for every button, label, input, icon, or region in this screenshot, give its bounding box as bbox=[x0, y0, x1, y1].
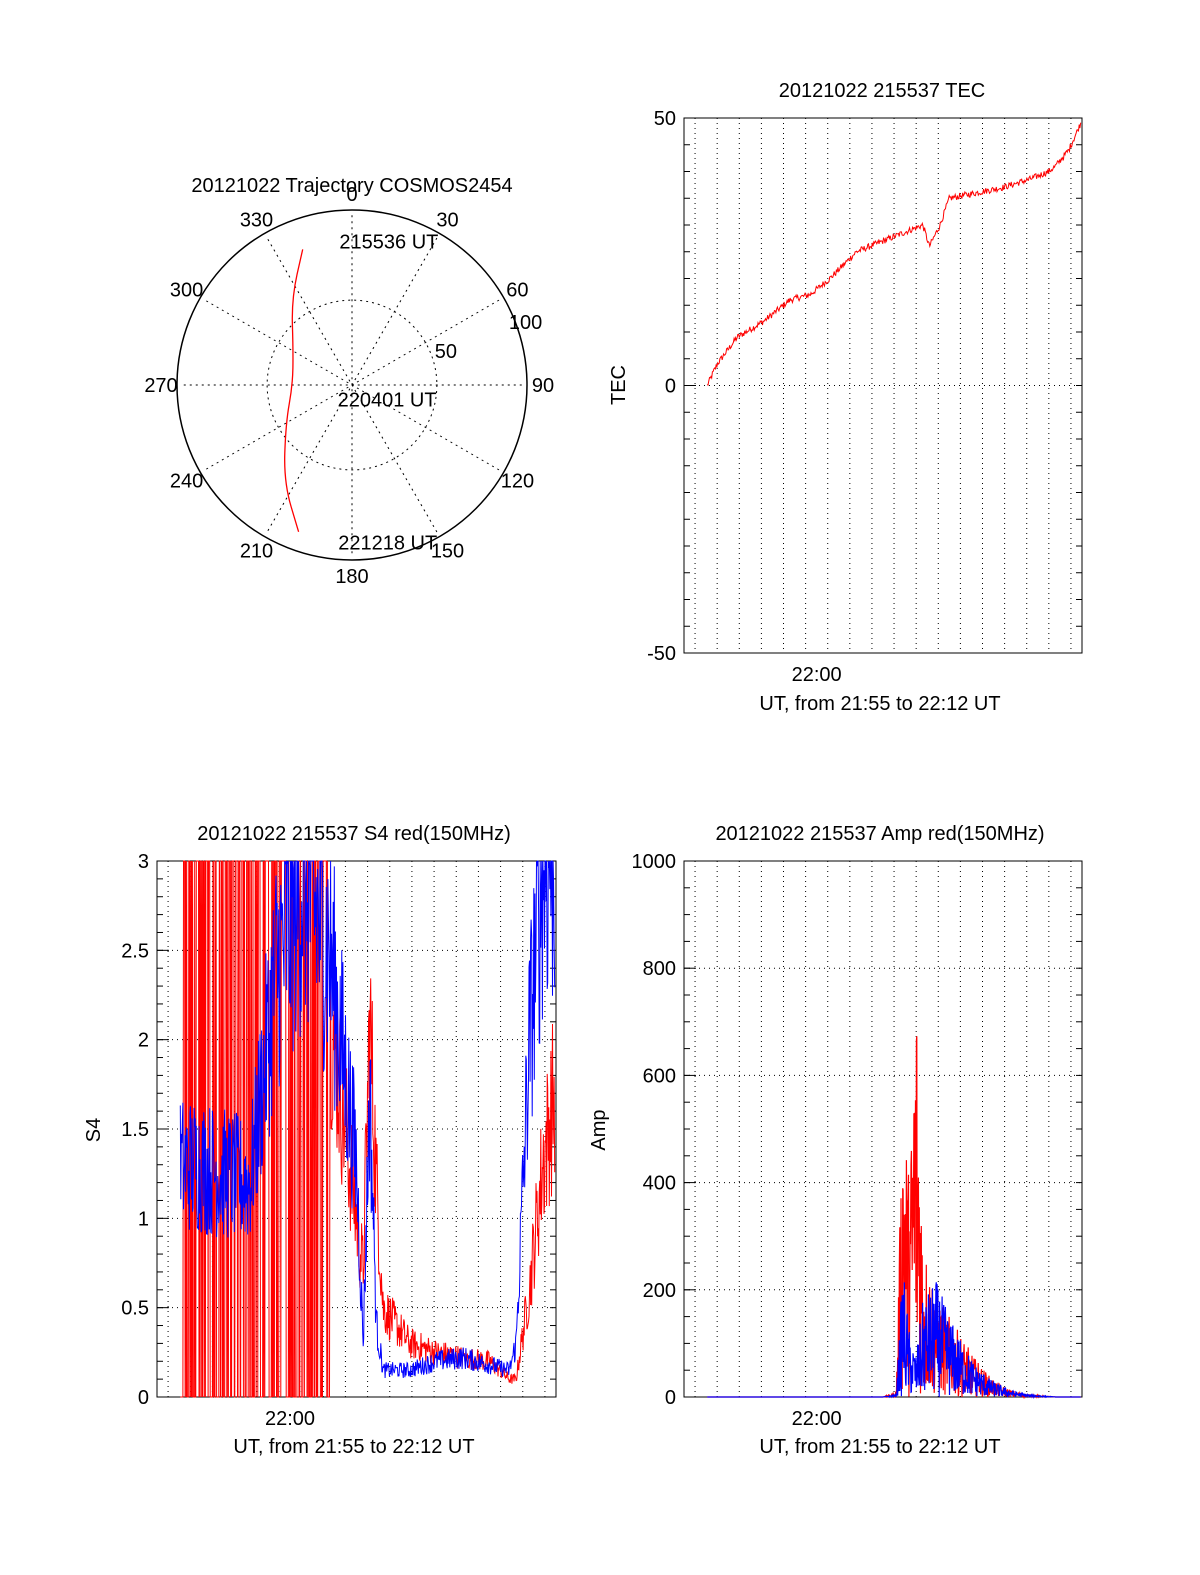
polar-ring-labels: 50 100 bbox=[435, 312, 543, 363]
amp-ytick-label: 600 bbox=[643, 1065, 676, 1087]
polar-time-annotation: 221218 UT bbox=[338, 532, 437, 554]
polar-ring-label: 100 bbox=[509, 312, 542, 334]
s4-ytick-label: 0.5 bbox=[121, 1298, 149, 1320]
tec-series bbox=[706, 122, 1082, 386]
amp-xlabel: UT, from 21:55 to 22:12 UT bbox=[759, 1436, 1000, 1458]
s4-ytick-label: 3 bbox=[138, 851, 149, 873]
amp-ytick-label: 800 bbox=[643, 958, 676, 980]
amp-ytick-label: 400 bbox=[643, 1173, 676, 1195]
amp-ticks: 0 200 400 600 800 1000 22:00 bbox=[632, 851, 1082, 1430]
polar-time-annotation: 220401 UT bbox=[338, 389, 437, 411]
s4-ylabel: S4 bbox=[83, 1118, 105, 1142]
polar-trajectory-series bbox=[284, 249, 304, 532]
amp-ytick-label: 1000 bbox=[632, 851, 677, 873]
polar-azimuth-label: 60 bbox=[506, 280, 528, 302]
s4-ytick-label: 2.5 bbox=[121, 940, 149, 962]
s4-ytick-label: 0 bbox=[138, 1387, 149, 1409]
amp-title: 20121022 215537 Amp red(150MHz) bbox=[715, 823, 1044, 845]
polar-time-annotation: 215536 UT bbox=[339, 231, 438, 253]
trajectory-title: 20121022 Trajectory COSMOS2454 bbox=[191, 175, 512, 197]
amp-panel: 20121022 215537 Amp red(150MHz) 0 200 400 6… bbox=[588, 823, 1083, 1458]
tec-line bbox=[706, 122, 1082, 386]
polar-azimuth-label: 300 bbox=[170, 280, 203, 302]
polar-outer-circle bbox=[176, 209, 528, 561]
tec-ytick-label: 50 bbox=[654, 108, 676, 130]
tec-ticks: -50 0 50 22:00 bbox=[647, 108, 1082, 686]
amp-ytick-label: 0 bbox=[665, 1387, 676, 1409]
polar-azimuth-labels: 0 30 60 90 120 150 180 210 240 270 300 330 bbox=[144, 184, 554, 588]
polar-azimuth-label: 210 bbox=[240, 540, 273, 562]
s4-series bbox=[179, 860, 556, 1398]
s4-ytick-label: 1.5 bbox=[121, 1119, 149, 1141]
polar-azimuth-label: 90 bbox=[532, 375, 554, 397]
tec-grid bbox=[684, 117, 1082, 654]
amp-line-blue bbox=[707, 1282, 1081, 1400]
trajectory-panel: 20121022 Trajectory COSMOS2454 0 30 60 90 12… bbox=[144, 175, 554, 588]
polar-azimuth-label: 150 bbox=[431, 540, 464, 562]
s4-title: 20121022 215537 S4 red(150MHz) bbox=[197, 823, 511, 845]
polar-azimuth-label: 120 bbox=[501, 471, 534, 493]
polar-trajectory-line bbox=[284, 249, 304, 532]
s4-line-blue bbox=[179, 860, 556, 1379]
polar-azimuth-label: 180 bbox=[335, 566, 368, 588]
polar-grid bbox=[182, 215, 522, 555]
s4-xtick-label: 22:00 bbox=[265, 1408, 315, 1430]
polar-ring-label: 50 bbox=[435, 341, 457, 363]
s4-xlabel: UT, from 21:55 to 22:12 UT bbox=[233, 1436, 474, 1458]
tec-title: 20121022 215537 TEC bbox=[779, 80, 985, 102]
amp-ylabel: Amp bbox=[588, 1109, 610, 1150]
polar-azimuth-label: 270 bbox=[144, 375, 177, 397]
polar-annotations: 215536 UT 220401 UT 221218 UT bbox=[338, 231, 439, 554]
polar-azimuth-label: 30 bbox=[436, 210, 458, 232]
tec-ylabel: TEC bbox=[608, 365, 630, 405]
polar-azimuth-label: 330 bbox=[240, 210, 273, 232]
tec-ytick-label: -50 bbox=[647, 643, 676, 665]
s4-panel: 20121022 215537 S4 red(150MHz) 0 0.5 1 1.5 2… bbox=[83, 823, 557, 1458]
amp-ytick-label: 200 bbox=[643, 1280, 676, 1302]
amp-xtick-label: 22:00 bbox=[792, 1408, 842, 1430]
s4-ytick-label: 2 bbox=[138, 1030, 149, 1052]
tec-xlabel: UT, from 21:55 to 22:12 UT bbox=[759, 693, 1000, 715]
amp-series bbox=[707, 1036, 1081, 1400]
polar-azimuth-label: 240 bbox=[170, 471, 203, 493]
polar-spoke-150 bbox=[266, 237, 438, 533]
polar-azimuth-label: 0 bbox=[346, 184, 357, 206]
s4-line-red bbox=[180, 860, 556, 1398]
tec-ytick-label: 0 bbox=[665, 376, 676, 398]
tec-panel: 20121022 215537 TEC -50 0 50 22:00 UT, from… bbox=[608, 80, 1083, 715]
s4-ytick-label: 1 bbox=[138, 1208, 149, 1230]
tec-xtick-label: 22:00 bbox=[792, 664, 842, 686]
